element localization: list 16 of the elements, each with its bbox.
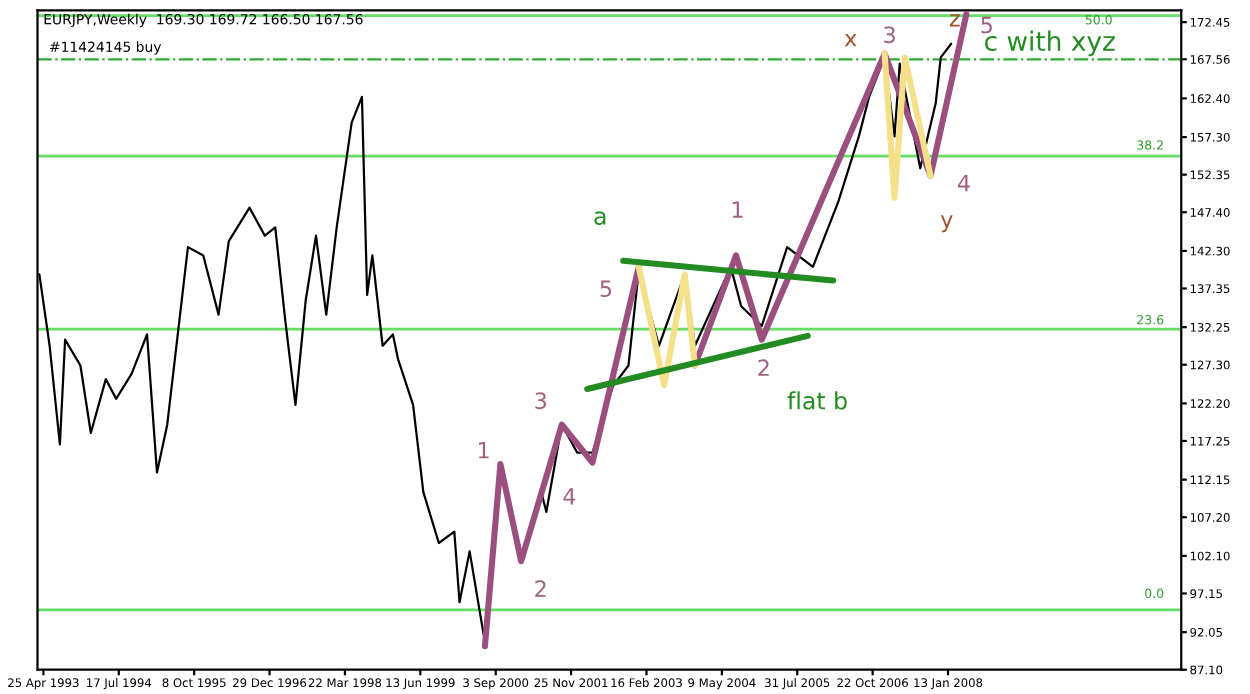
annotation: 1 (478, 442, 489, 459)
annotation: y (940, 215, 953, 233)
annotation: 4 (957, 175, 970, 192)
annotation: 1 (732, 201, 743, 218)
annotation: 4 (563, 488, 576, 505)
annotation: flat b (787, 391, 847, 410)
annotation: 2 (535, 580, 546, 597)
annotation: z (949, 14, 960, 27)
annotation: 3 (535, 392, 547, 410)
annotation: a (594, 211, 606, 225)
annotation: x (844, 34, 857, 47)
annotation: 5 (981, 16, 992, 34)
annotation: 5 (600, 280, 612, 298)
annotation: 3 (884, 26, 895, 44)
annotation: 2 (758, 359, 769, 376)
annotation: c with xyz (985, 30, 1115, 57)
